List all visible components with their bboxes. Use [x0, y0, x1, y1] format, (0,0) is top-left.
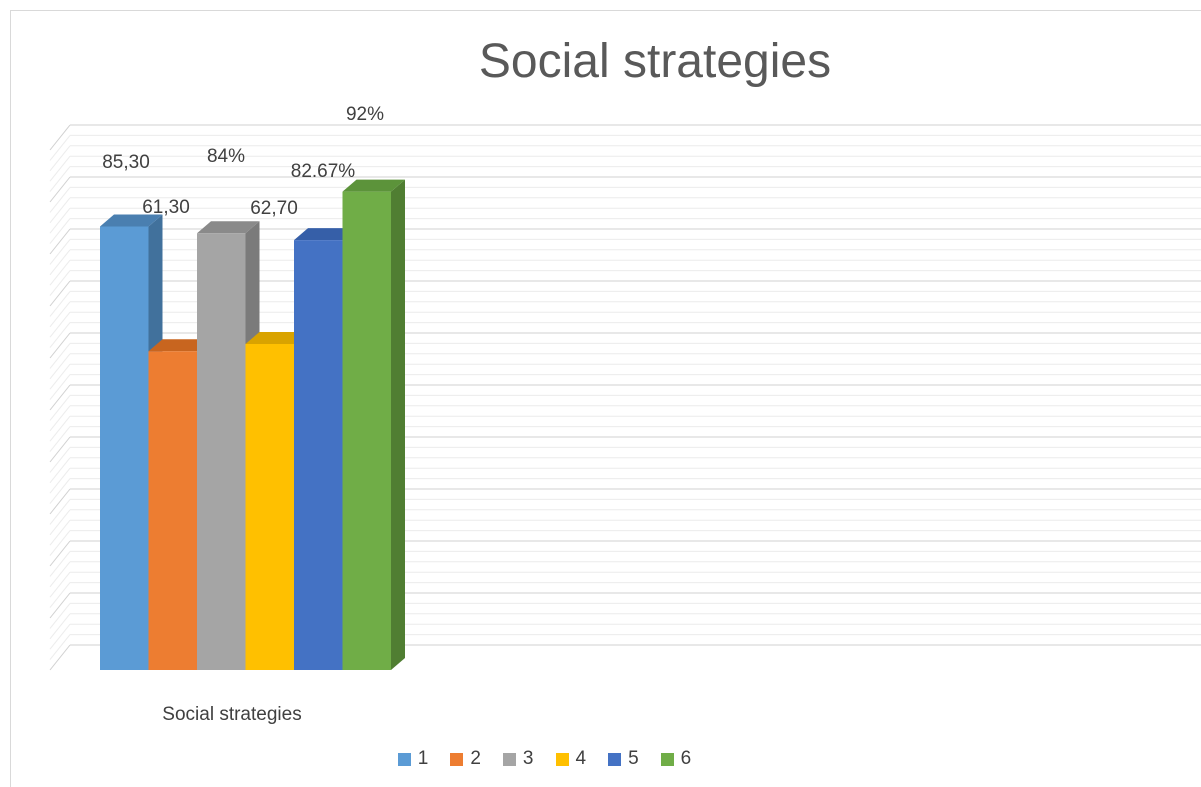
category-label: Social strategies: [162, 704, 301, 725]
gridline-side: [49, 239, 71, 265]
gridline-side: [49, 519, 71, 546]
legend-swatch: [555, 752, 569, 766]
gridline-side: [49, 218, 71, 244]
data-labels-group: 85,30 61,30 84% 62,70 82.67% 92%: [102, 104, 384, 219]
bar-front: [245, 343, 294, 670]
legend-label: 5: [628, 748, 639, 769]
legend-item-1: 1: [397, 748, 429, 770]
legend-swatch: [608, 752, 622, 766]
gridline-side: [49, 291, 71, 317]
bar-front: [294, 240, 343, 670]
gridline-side: [49, 124, 71, 151]
legend-swatch: [660, 752, 674, 766]
gridline-side: [49, 457, 71, 484]
gridline-side: [49, 311, 71, 338]
gridline-side: [49, 332, 71, 359]
legend-label: 6: [680, 748, 692, 769]
gridline-side: [49, 259, 71, 286]
gridline-side: [49, 540, 71, 567]
bars-group: [100, 179, 405, 670]
bar-6: [342, 179, 405, 670]
data-label-2: 61,30: [142, 197, 190, 218]
gridline-side: [49, 613, 71, 640]
gridline-side: [49, 145, 71, 172]
legend-label: 3: [522, 748, 534, 769]
gridline-side: [49, 467, 71, 494]
legend-label: 1: [417, 748, 429, 769]
gridline-side: [49, 509, 71, 536]
bar-side: [391, 179, 405, 670]
legend-label: 4: [575, 748, 587, 769]
gridline-side: [49, 530, 71, 556]
gridline-side: [49, 478, 71, 504]
bar-front: [148, 351, 197, 670]
gridline-side: [49, 353, 71, 380]
gridline-side: [49, 197, 71, 224]
data-label-5: 82.67%: [291, 161, 356, 182]
gridline-side: [49, 166, 71, 192]
gridline-side: [49, 343, 71, 369]
gridline-side: [49, 176, 71, 203]
bar-top: [197, 221, 260, 234]
legend-swatch: [397, 752, 411, 766]
gridline-side: [49, 426, 71, 452]
bar-top: [100, 214, 163, 227]
gridline-side: [49, 447, 71, 473]
gridline-side: [49, 280, 71, 307]
legend-item-3: 3: [502, 748, 534, 770]
legend-swatch: [450, 752, 464, 766]
bar-top: [294, 228, 357, 241]
gridline-side: [49, 155, 71, 182]
gridline-side: [49, 249, 71, 276]
gridline-side: [49, 384, 71, 411]
chart-frame: [10, 10, 1201, 787]
gridline-side: [49, 561, 71, 588]
gridline-side: [49, 582, 71, 608]
gridline-side: [49, 603, 71, 629]
gridline-side: [49, 415, 71, 442]
gridline-side: [49, 322, 71, 348]
data-label-1: 85,30: [102, 152, 150, 173]
gridline-side: [49, 551, 71, 577]
legend-item-4: 4: [555, 748, 587, 770]
legend-item-2: 2: [450, 748, 481, 770]
gridline-side: [49, 499, 71, 525]
gridline-side: [49, 395, 71, 421]
bar-top: [245, 331, 308, 344]
gridline-side: [49, 187, 71, 213]
bar-top: [148, 339, 211, 352]
gridline-side: [49, 592, 71, 619]
gridline-side: [49, 363, 71, 390]
data-label-3: 84%: [207, 146, 245, 167]
legend: 1 2 3 4 5 6: [0, 748, 1145, 770]
gridline-side: [49, 405, 71, 432]
gridline-side: [49, 488, 71, 515]
gridline-side: [49, 374, 71, 400]
legend-label: 2: [470, 748, 481, 769]
legend-item-6: 6: [660, 748, 692, 770]
gridline-side: [49, 301, 71, 328]
bar-top: [342, 179, 405, 192]
legend-item-5: 5: [608, 748, 639, 770]
gridline-side: [49, 644, 71, 671]
legend-swatch: [502, 752, 516, 766]
bar-front: [100, 226, 149, 670]
data-label-4: 62,70: [250, 198, 298, 219]
gridline-side: [49, 228, 71, 255]
data-label-6: 92%: [346, 104, 384, 125]
gridline-side: [49, 135, 71, 161]
gridline-side: [49, 436, 71, 463]
gridline-side: [49, 623, 71, 650]
gridline-side: [49, 270, 71, 296]
bar-front: [197, 233, 246, 670]
gridline-side: [49, 207, 71, 234]
bar-front: [342, 191, 391, 670]
gridline-side: [49, 571, 71, 598]
gridline-side: [49, 634, 71, 660]
chart-title: Social strategies: [478, 35, 832, 88]
